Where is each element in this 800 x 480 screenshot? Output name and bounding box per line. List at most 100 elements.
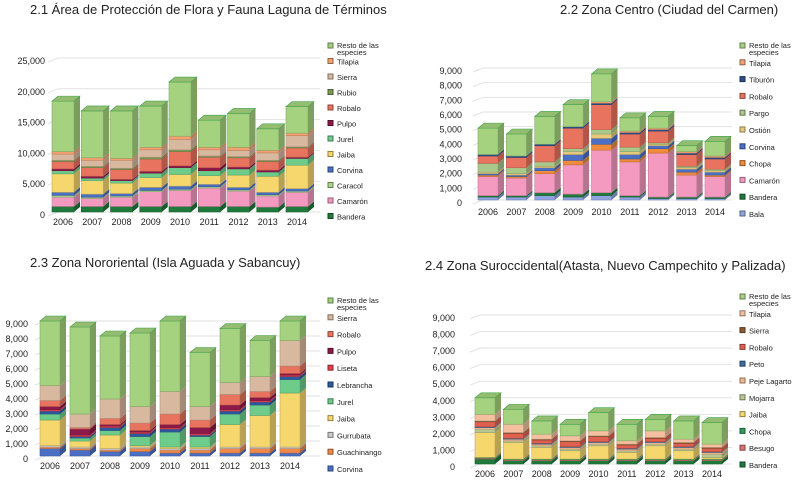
bar-segment-side [300, 443, 306, 453]
bar-segment-side [103, 192, 110, 199]
bar-segment-side [74, 149, 80, 161]
bar-segment-side [90, 431, 96, 438]
y-tick-label: 1,000 [439, 183, 462, 193]
legend-label: Jaiba [749, 411, 768, 420]
bar-segment [256, 195, 280, 208]
bar-segment [99, 427, 121, 431]
bar-segment [51, 170, 75, 175]
bar-segment-side [523, 435, 530, 443]
bar-segment [249, 448, 271, 454]
bar-segment-side [191, 146, 197, 166]
bar-segment-side [278, 147, 285, 161]
bar-segment-side [554, 162, 561, 171]
bar-segment-side [191, 134, 197, 150]
x-tick-label: 2006 [478, 207, 498, 217]
bar-segment [110, 193, 133, 197]
bar-segment-side [278, 156, 285, 171]
bar-segment [168, 81, 192, 137]
bar-segment-side [580, 445, 587, 460]
legend-label: Tilapia [749, 59, 772, 68]
bar-segment [227, 190, 250, 207]
bar-top [99, 330, 127, 337]
bar-segment-side [696, 193, 703, 200]
bar-segment-side [278, 155, 285, 162]
bar-segment-side [495, 409, 501, 421]
bar-segment [676, 154, 697, 167]
bar-segment-side [270, 371, 276, 392]
bar-segment-side [150, 431, 156, 446]
bar-segment [80, 110, 104, 159]
bar-segment-side [90, 442, 96, 449]
legend-label: Sierra [749, 327, 770, 336]
bar-segment-side [498, 168, 504, 176]
bar-segment-side [526, 162, 533, 174]
bar-segment-side [180, 316, 186, 392]
bar-segment [531, 447, 553, 460]
legend-label: Chopa [749, 427, 772, 436]
legend-label: Jurel [337, 135, 354, 144]
bar-segment-side [191, 160, 197, 168]
bar-segment-side [308, 183, 314, 192]
bar-segment [51, 100, 75, 152]
y-tick-label: 5,000 [22, 179, 45, 189]
x-tick-label: 2007 [506, 207, 526, 217]
bar-top [647, 111, 676, 117]
bar-segment-side [725, 171, 731, 198]
bar-segment [219, 394, 241, 406]
bar-segment-side [220, 201, 227, 212]
x-tick-label: 2009 [563, 207, 583, 217]
bar-segment [39, 400, 61, 407]
bar-segment-side [696, 192, 703, 199]
legend-swatch [739, 377, 746, 384]
bar-segment [159, 428, 181, 433]
x-tick-label: 2012 [645, 469, 665, 479]
x-tick-label: 2007 [503, 469, 523, 479]
y-tick-label: 5,000 [439, 125, 462, 135]
bar-top [129, 327, 157, 334]
bar-top [285, 101, 315, 107]
gridline-diag [472, 82, 484, 88]
bar-segment-side [308, 201, 314, 212]
bar-segment-side [308, 186, 314, 193]
bar-segment-side [278, 123, 285, 151]
bar-segment-side [693, 454, 700, 461]
gridline-diag [469, 463, 481, 469]
bar-segment-side [551, 455, 558, 464]
bar-segment-side [191, 201, 197, 212]
bar-segment [168, 174, 192, 187]
bar-segment [619, 196, 641, 201]
bar-segment-side [270, 395, 276, 402]
bar-segment-side [498, 190, 504, 198]
bar-segment-side [526, 151, 533, 158]
bar-segment-side [495, 453, 501, 460]
bar-segment [619, 158, 641, 163]
bar-segment-side [191, 144, 197, 152]
bar-segment [559, 435, 581, 442]
bar-segment-side [608, 431, 615, 442]
bar-segment-side [551, 454, 558, 460]
bar-segment [279, 452, 301, 457]
bar-segment [559, 423, 581, 437]
bar-segment-side [300, 361, 306, 374]
bar-segment-side [696, 167, 703, 176]
x-tick-label: 2008 [535, 207, 555, 217]
bar-segment [249, 391, 271, 398]
bar-segment-side [278, 189, 285, 196]
bar-segment [80, 180, 104, 195]
bar-segment-side [725, 192, 731, 199]
legend-label: Rubio [337, 89, 357, 98]
bar-segment-side [210, 422, 216, 434]
x-tick-label: 2010 [160, 461, 180, 471]
bar-segment [219, 448, 241, 454]
bar-segment-side [278, 202, 285, 212]
bar-segment-side [90, 430, 96, 437]
bar-segment [219, 424, 241, 448]
bar-segment [69, 449, 91, 457]
bar-segment-side [636, 445, 643, 453]
bar-segment-side [580, 436, 587, 447]
bar-segment [619, 151, 641, 155]
bar-segment-side [580, 454, 587, 461]
bar-segment [506, 167, 527, 174]
bar-segment-side [583, 99, 590, 127]
bar-segment [534, 167, 556, 171]
